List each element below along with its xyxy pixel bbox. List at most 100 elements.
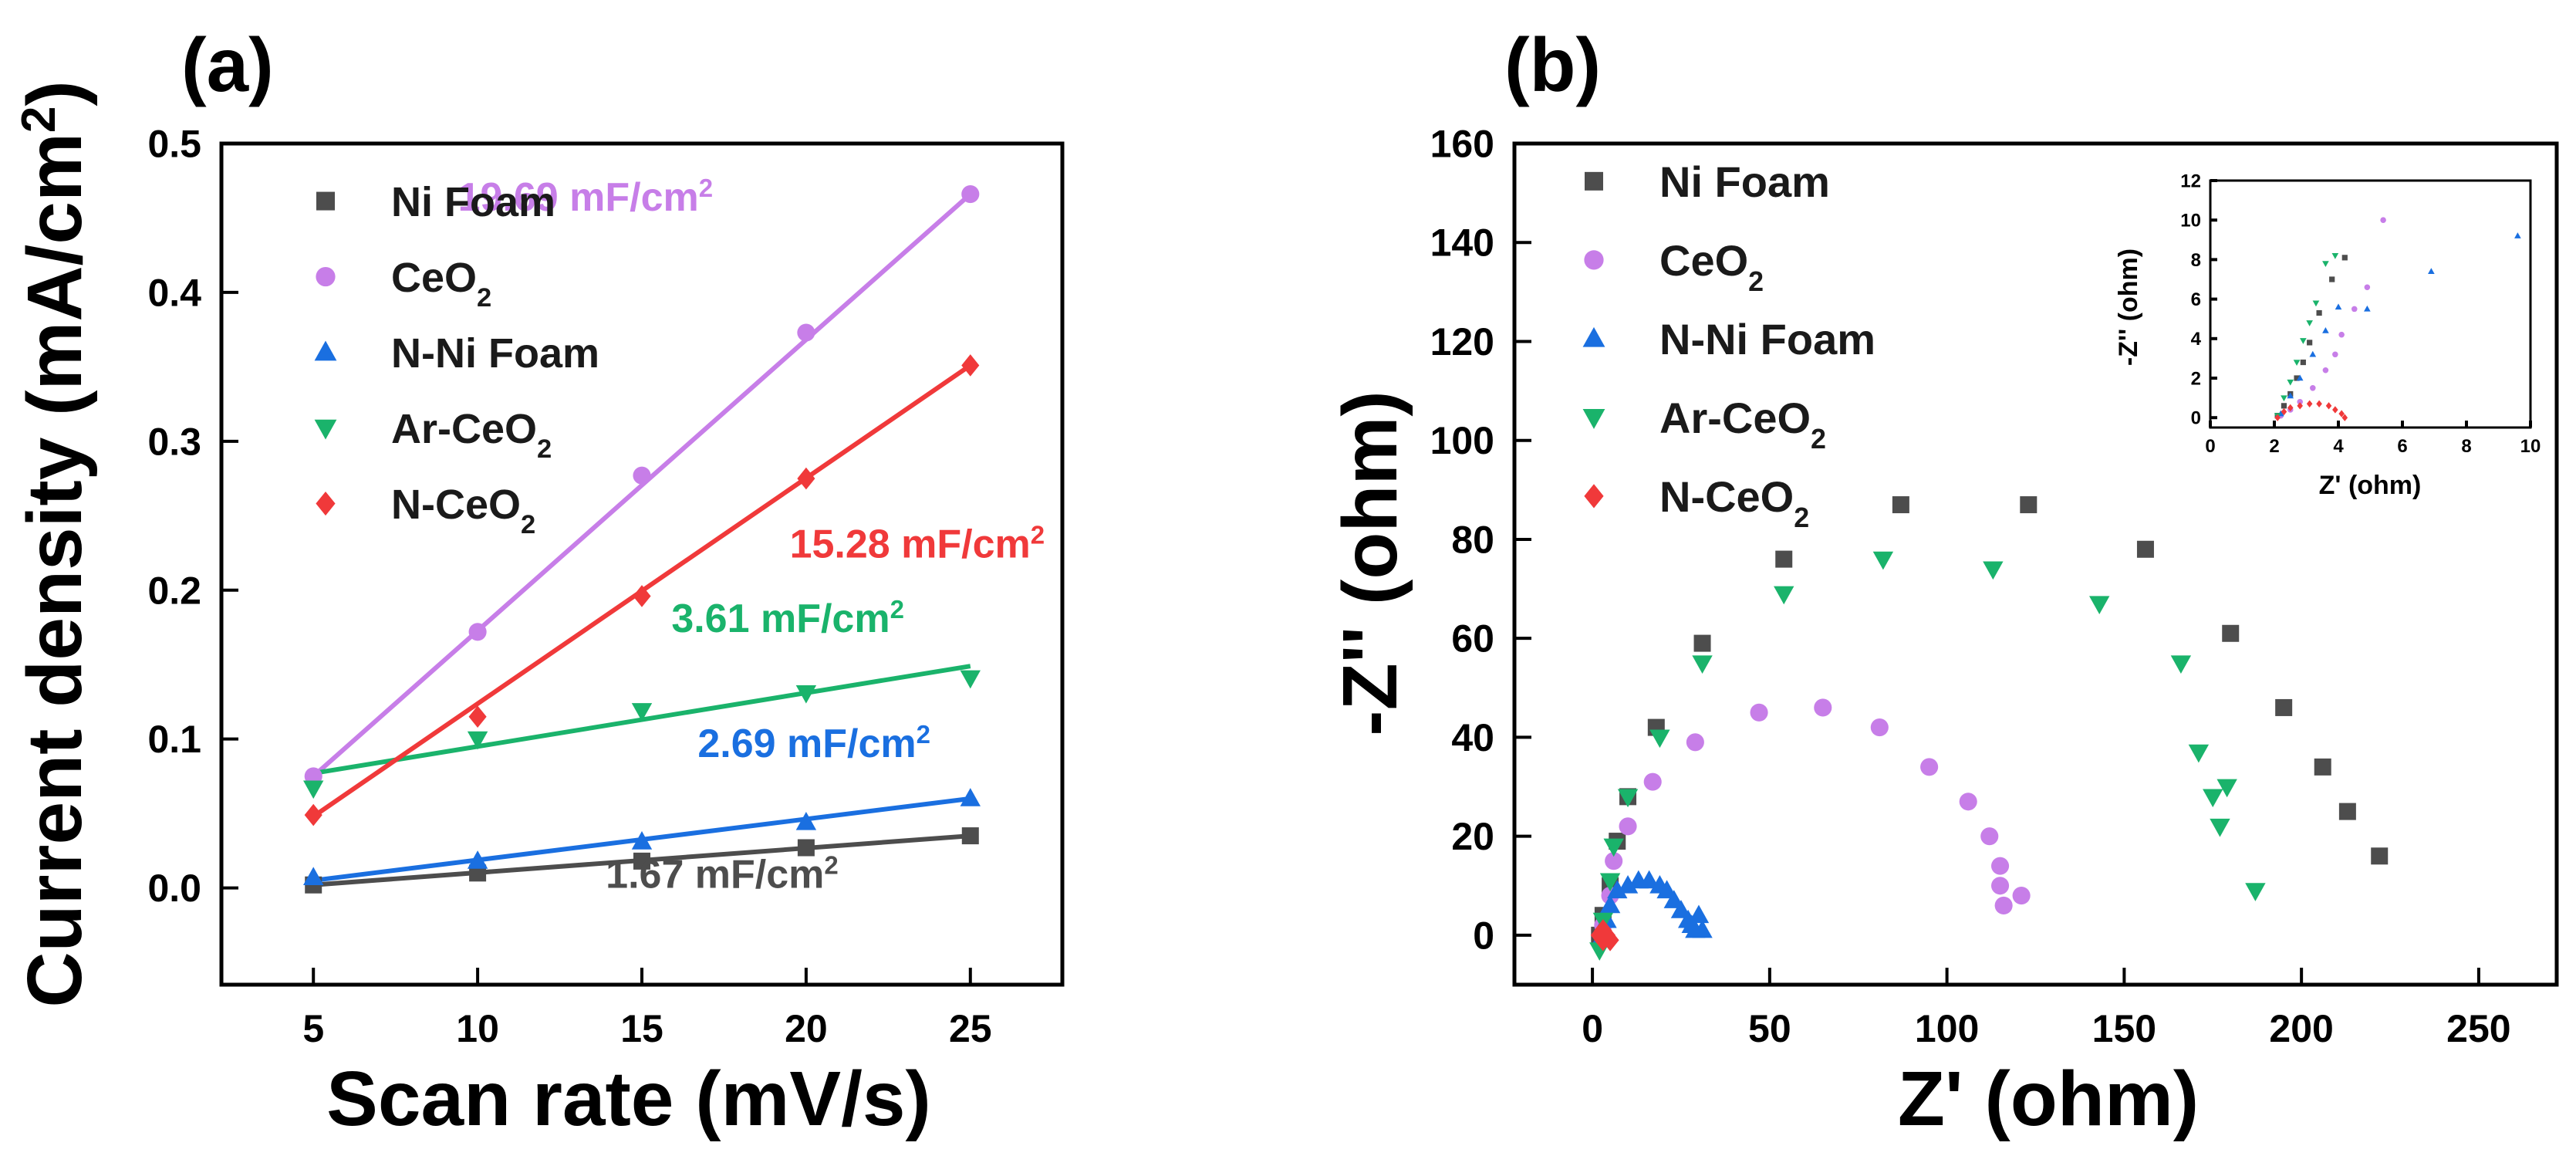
panel-a-point-ni-foam	[961, 827, 979, 845]
inset-point-n-ni-foam	[2287, 392, 2294, 399]
inset-ytick-label: 12	[2180, 171, 2201, 191]
inset-point-ni-foam	[2307, 340, 2313, 346]
panel-b-point-ceo2	[1990, 877, 2010, 895]
panel-b-point-ceo2	[1814, 698, 1832, 717]
panel-b-xtick-label: 200	[2269, 1007, 2333, 1050]
panel-b-xtick-label: 0	[1582, 1007, 1603, 1050]
panel-b-point-n-ni-foam	[1692, 919, 1713, 938]
inset-point-ar-ceo2	[2331, 253, 2339, 259]
inset-data-points	[2274, 217, 2521, 421]
inset-point-n-ceo2	[2297, 402, 2303, 410]
panel-b-point-ar-ceo2	[2210, 818, 2230, 837]
panel-b-point-ni-foam	[2020, 496, 2038, 514]
panel-a-plot-frame	[219, 141, 1065, 987]
panel-b-xtick-label: 50	[1748, 1007, 1791, 1050]
panel-a-point-n-ceo2	[468, 705, 487, 728]
panel-b-point-ni-foam	[2275, 698, 2293, 716]
panel-b-data-points	[1589, 496, 2389, 961]
inset-point-ar-ceo2	[2300, 338, 2307, 344]
inset-ytick-label: 0	[2191, 408, 2201, 429]
panel-b-point-ar-ceo2	[1603, 838, 1624, 857]
panel-b-point-ni-foam	[1892, 496, 1909, 514]
panel-b-point-ceo2	[1619, 817, 1637, 836]
panel-a: (a) Current density (mA/cm2) Scan rate (…	[12, 22, 1065, 1142]
panel-a-legend-marker-n-ceo2	[316, 491, 336, 516]
panel-a-point-ceo2	[633, 466, 651, 485]
panel-a-legend: Ni Foam CeO2 N-Ni Foam Ar-CeO2 N-CeO2	[314, 179, 599, 539]
panel-a-annotation-ni-foam: 1.67 mF/cm2	[606, 850, 839, 897]
panel-b-point-ceo2	[1686, 733, 1704, 752]
inset-point-ni-foam	[2300, 359, 2306, 366]
inset-point-ni-foam	[2329, 276, 2335, 282]
panel-a-point-n-ni-foam	[960, 788, 981, 806]
panel-b-point-ceo2	[2012, 887, 2031, 905]
panel-a-point-n-ni-foam	[303, 867, 324, 885]
panel-b-point-ni-foam	[2338, 803, 2356, 820]
panel-a-legend-label-n-ceo2: N-CeO2	[391, 482, 535, 539]
panel-b-legend-label-ceo2: CeO2	[1659, 236, 1764, 297]
inset-point-n-ni-foam	[2428, 268, 2435, 274]
panel-a-xtick-label: 15	[620, 1007, 663, 1050]
inset-point-n-ceo2	[2325, 402, 2332, 410]
panel-b-point-n-ni-foam	[1599, 894, 1621, 914]
panel-b-point-ceo2	[1980, 827, 1999, 846]
panel-b-legend-marker-n-ceo2	[1584, 484, 1604, 509]
panel-b-legend-label-n-ni-foam: N-Ni Foam	[1659, 315, 1875, 363]
inset-point-n-ceo2	[2332, 406, 2338, 414]
panel-b-point-ni-foam	[2371, 847, 2389, 865]
panel-b-point-ceo2	[1643, 772, 1662, 791]
panel-a-point-ni-foam	[469, 864, 487, 882]
panel-b-legend-label-ar-ceo2: Ar-CeO2	[1659, 394, 1826, 455]
panel-b-point-ni-foam	[1775, 550, 1793, 568]
panel-b-point-ceo2	[1990, 857, 2010, 875]
inset-xtick-label: 10	[2520, 436, 2541, 457]
panel-a-point-ni-foam	[633, 852, 650, 870]
panel-a-ytick-label: 0.0	[147, 867, 201, 910]
panel-b-xtick-label: 150	[2092, 1007, 2156, 1050]
panel-b-ytick-label: 0	[1473, 914, 1494, 957]
panel-a-point-ar-ceo2	[631, 703, 653, 722]
inset-point-ceo2	[2332, 351, 2338, 358]
panel-a-point-n-ceo2	[797, 467, 815, 490]
inset-ylabel: -Z'' (ohm)	[2114, 248, 2143, 366]
panel-a-point-ar-ceo2	[795, 684, 817, 704]
inset-xtick-label: 6	[2397, 436, 2407, 457]
panel-b-plot-frame	[1512, 141, 2559, 987]
panel-b-point-ar-ceo2	[2188, 744, 2210, 763]
inset-point-ceo2	[2297, 398, 2303, 405]
inset-point-ceo2	[2351, 306, 2358, 313]
panel-b-ytick-label: 40	[1451, 716, 1494, 759]
inset-point-ar-ceo2	[2312, 300, 2320, 307]
panel-a-point-n-ni-foam	[467, 850, 488, 869]
panel-b-point-n-ni-foam	[1639, 870, 1659, 889]
panel-b-point-ceo2	[1750, 703, 1768, 722]
panel-b-xlabel: Z' (ohm)	[1898, 1056, 2199, 1142]
panel-a-point-ar-ceo2	[303, 780, 324, 799]
panel-a-point-ceo2	[797, 323, 815, 342]
panel-b-point-n-ni-foam	[1607, 880, 1628, 899]
inset-ytick-label: 8	[2191, 250, 2201, 271]
inset-point-n-ni-foam	[2309, 350, 2317, 357]
inset-point-n-ni-foam	[2296, 374, 2304, 381]
panel-b-xtick-label: 250	[2446, 1007, 2510, 1050]
panel-a-ytick-label: 0.4	[147, 271, 201, 314]
inset-point-ceo2	[2364, 284, 2371, 291]
panel-a-ytick-label: 0.5	[147, 123, 201, 166]
panel-a-ylabel: Current density (mA/cm2)	[12, 80, 98, 1007]
panel-b-ytick-label: 140	[1430, 221, 1494, 265]
panel-a-xtick-label: 10	[456, 1007, 499, 1050]
inset-ticks: 0 2 4 6 8 10 0 2 4 6 8 10 12	[2180, 171, 2541, 457]
inset-ytick-label: 2	[2191, 368, 2201, 389]
inset-point-n-ceo2	[2341, 414, 2348, 421]
panel-a-annotation-ar-ceo2: 3.61 mF/cm2	[671, 594, 904, 641]
panel-b-inset: 0 2 4 6 8 10 0 2 4 6 8 10 12 -Z'' (ohm) Z' (ohm)	[2114, 171, 2541, 500]
panel-b-point-ceo2	[1994, 896, 2013, 914]
panel-b-legend-marker-n-ni-foam	[1582, 326, 1605, 347]
panel-b-point-ar-ceo2	[2245, 883, 2266, 901]
panel-b-legend-label-ni-foam: Ni Foam	[1659, 157, 1830, 206]
panel-a-point-ni-foam	[797, 839, 815, 857]
inset-xlabel: Z' (ohm)	[2319, 471, 2422, 500]
